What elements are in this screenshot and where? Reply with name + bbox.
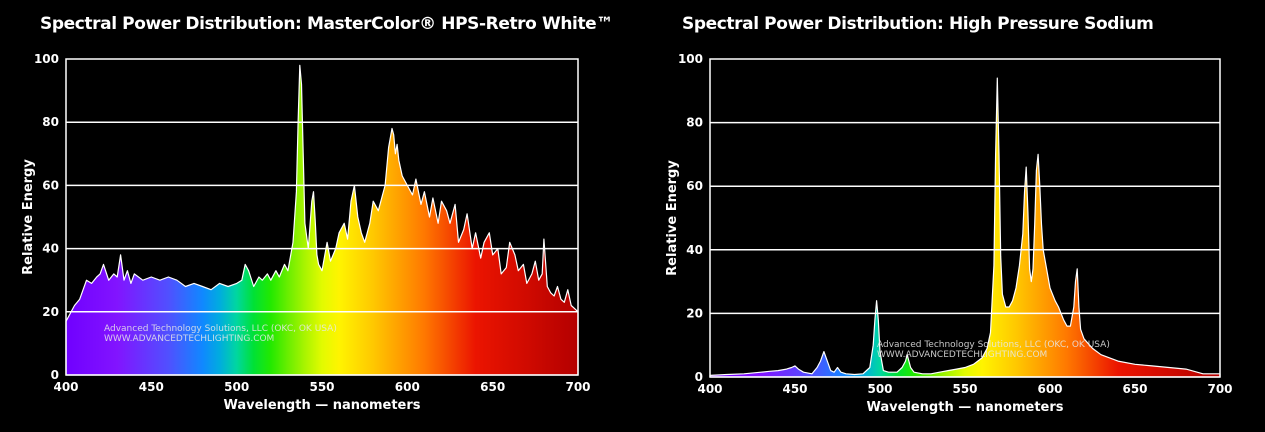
y-tick-label: 100 — [34, 52, 59, 66]
chart-title: Spectral Power Distribution: MasterColor… — [40, 14, 613, 34]
y-tick-label: 40 — [42, 242, 59, 256]
x-tick-label: 650 — [1122, 382, 1147, 396]
y-tick-label: 40 — [686, 243, 703, 257]
watermark-text: WWW.ADVANCEDTECHLIGHTING.COM — [104, 334, 274, 344]
x-tick-label: 600 — [395, 380, 420, 394]
spectrum-area — [709, 77, 1221, 378]
x-tick-label: 450 — [139, 380, 164, 394]
y-tick-label: 60 — [686, 179, 703, 193]
x-tick-label: 500 — [224, 380, 249, 394]
watermark-text: Advanced Technology Solutions, LLC (OKC,… — [104, 324, 337, 334]
y-tick-label: 80 — [686, 116, 703, 130]
x-tick-label: 400 — [697, 382, 722, 396]
y-tick-label: 0 — [51, 368, 59, 382]
y-tick-label: 100 — [678, 52, 703, 66]
x-tick-label: 650 — [480, 380, 505, 394]
y-tick-label: 80 — [42, 115, 59, 129]
chart-title: Spectral Power Distribution: High Pressu… — [682, 14, 1154, 34]
y-axis-label: Relative Energy — [665, 160, 680, 276]
x-tick-label: 500 — [867, 382, 892, 396]
watermark-text: WWW.ADVANCEDTECHLIGHTING.COM — [877, 350, 1047, 360]
x-tick-label: 400 — [53, 380, 78, 394]
x-tick-label: 600 — [1037, 382, 1062, 396]
x-axis-label: Wavelength — nanometers — [866, 400, 1063, 415]
chart-panel-left: Spectral Power Distribution: MasterColor… — [0, 0, 632, 432]
plot-frame — [65, 58, 579, 376]
x-tick-label: 700 — [565, 380, 590, 394]
x-tick-label: 450 — [782, 382, 807, 396]
x-tick-label: 550 — [309, 380, 334, 394]
y-tick-label: 0 — [695, 370, 703, 384]
y-tick-label: 60 — [42, 178, 59, 192]
chart-svg: 0 20 40 60 80 100 400 450 500 550 600 650 700 Wavelen… — [21, 52, 591, 413]
y-tick-label: 20 — [42, 305, 59, 319]
x-tick-label: 700 — [1207, 382, 1232, 396]
spectrum-area — [65, 64, 579, 376]
y-tick-label: 20 — [686, 306, 703, 320]
x-tick-label: 550 — [952, 382, 977, 396]
watermark-text: Advanced Technology Solutions, LLC (OKC,… — [877, 340, 1110, 350]
chart-panel-right: Spectral Power Distribution: High Pressu… — [642, 0, 1265, 432]
chart-svg: 0 20 40 60 80 100 400 450 500 550 600 650 700 Wavelen… — [665, 52, 1233, 415]
plot-frame — [709, 58, 1221, 378]
y-axis-label: Relative Energy — [21, 159, 36, 275]
x-axis-label: Wavelength — nanometers — [223, 398, 420, 413]
